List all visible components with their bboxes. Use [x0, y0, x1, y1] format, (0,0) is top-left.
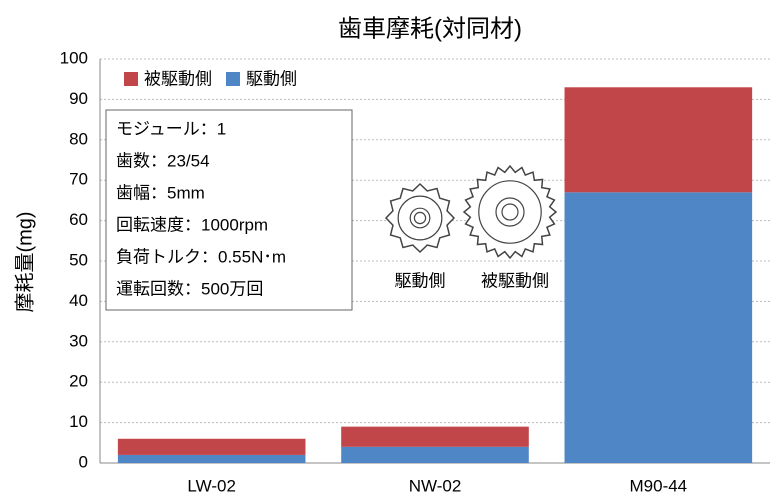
bar-segment: [564, 192, 753, 463]
gear-ring: [495, 197, 525, 227]
spec-line: 負荷トルク：0.55N･m: [116, 247, 286, 266]
y-tick-label: 90: [69, 89, 88, 108]
x-tick-label: NW-02: [409, 476, 462, 495]
y-tick-label: 60: [69, 210, 88, 229]
spec-box: [105, 109, 353, 311]
gear-ring: [397, 195, 443, 241]
y-tick-label: 40: [69, 291, 88, 310]
gear-ring: [409, 207, 431, 229]
gear-ring: [413, 211, 427, 225]
chart-title: 歯車摩耗(対同材): [338, 15, 522, 42]
y-tick-label: 50: [69, 250, 88, 269]
spec-line: 運転回数：500万回: [116, 279, 263, 298]
legend-label: 駆動側: [246, 69, 297, 88]
bar-segment: [564, 87, 753, 193]
y-tick-label: 20: [69, 372, 88, 391]
spec-line: 歯数：23/54: [116, 151, 210, 170]
spec-line: 回転速度：1000rpm: [116, 215, 268, 234]
legend-label: 被駆動側: [144, 69, 212, 88]
y-axis-label: 摩耗量(mg): [13, 211, 36, 312]
y-tick-label: 70: [69, 170, 88, 189]
gear: [384, 182, 456, 254]
gear: [462, 164, 558, 260]
y-tick-label: 100: [60, 48, 88, 67]
gear-label: 被駆動側: [481, 271, 549, 290]
spec-line: 歯幅：5mm: [116, 183, 205, 202]
gear-ring: [501, 203, 519, 221]
bar-segment: [341, 426, 529, 447]
gear-ring: [478, 180, 542, 244]
bar-segment: [117, 454, 306, 463]
spec-line: モジュール：1: [116, 119, 226, 138]
x-tick-label: M90-44: [630, 476, 688, 495]
y-tick-label: 80: [69, 129, 88, 148]
gear-label: 駆動側: [395, 271, 446, 290]
legend-swatch: [226, 72, 240, 86]
y-tick-label: 10: [69, 412, 88, 431]
y-tick-label: 30: [69, 331, 88, 350]
bar-segment: [117, 438, 306, 455]
bar-segment: [341, 446, 529, 463]
y-tick-label: 0: [79, 452, 88, 471]
x-tick-label: LW-02: [187, 476, 236, 495]
legend-swatch: [124, 72, 138, 86]
